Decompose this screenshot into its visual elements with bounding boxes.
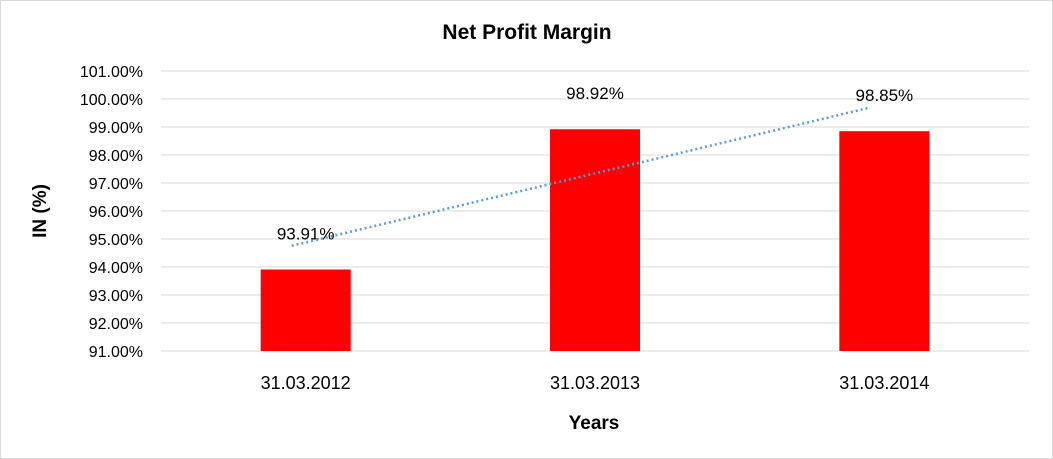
x-tick-label: 31.03.2012	[261, 373, 351, 393]
chart-title: Net Profit Margin	[442, 21, 611, 44]
data-label: 98.92%	[566, 84, 624, 103]
bar	[550, 129, 640, 351]
bars	[260, 129, 930, 351]
y-tick-label: 97.00%	[89, 176, 143, 193]
y-tick-label: 92.00%	[89, 316, 143, 333]
y-tick-label: 93.00%	[89, 288, 143, 305]
y-tick-label: 96.00%	[89, 204, 143, 221]
y-tick-label: 98.00%	[89, 148, 143, 165]
x-tick-label: 31.03.2013	[550, 373, 640, 393]
x-tick-label: 31.03.2014	[839, 373, 929, 393]
y-tick-label: 99.00%	[89, 120, 143, 137]
data-labels: 93.91% 98.92% 98.85%	[277, 84, 913, 243]
x-axis-label: Years	[569, 413, 620, 434]
data-label: 93.91%	[277, 225, 335, 244]
data-label: 98.85%	[855, 86, 913, 105]
bar	[260, 269, 351, 351]
y-tick-label: 94.00%	[89, 260, 143, 277]
y-tick-label: 95.00%	[89, 232, 143, 249]
y-tick-labels: 91.00% 92.00% 93.00% 94.00% 95.00% 96.00% 97.0…	[80, 64, 143, 361]
y-tick-label: 91.00%	[89, 344, 143, 361]
y-tick-label: 100.00%	[80, 92, 143, 109]
x-tick-labels: 31.03.2012 31.03.2013 31.03.2014	[261, 373, 930, 393]
bar	[839, 131, 930, 351]
y-axis-label: IN (%)	[30, 184, 51, 238]
trendline	[291, 106, 871, 248]
y-tick-label: 101.00%	[80, 64, 143, 81]
